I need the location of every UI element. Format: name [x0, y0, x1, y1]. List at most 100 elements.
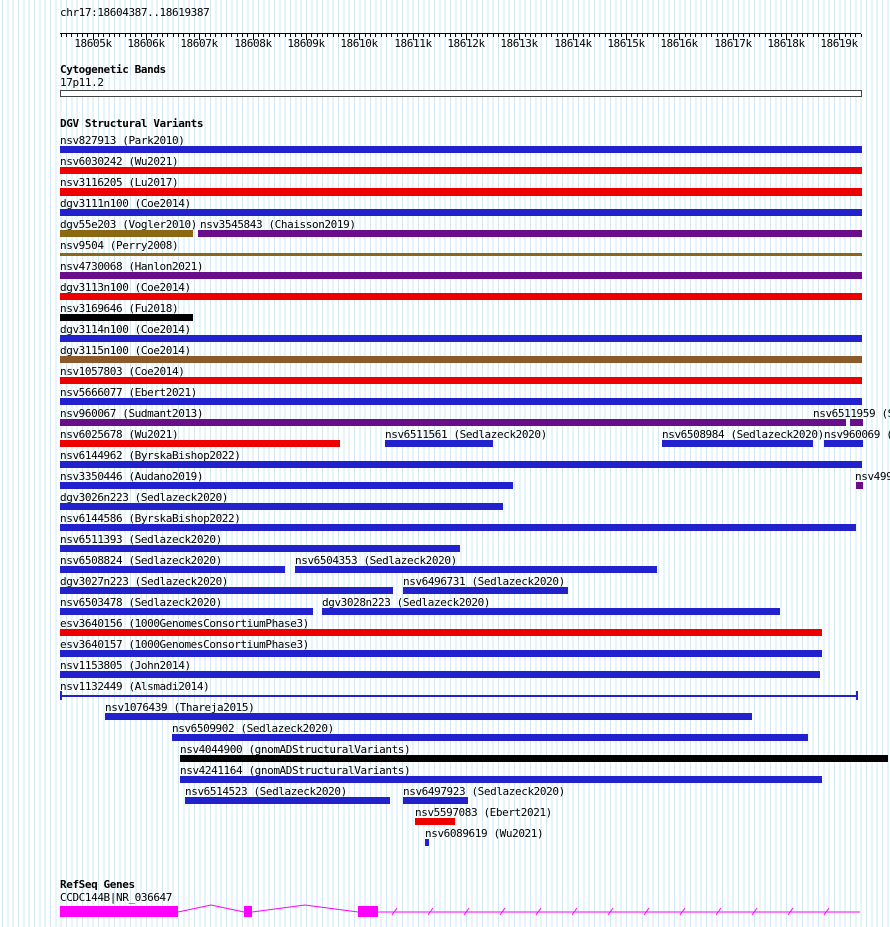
variant-label[interactable]: nsv5597083 (Ebert2021) — [415, 806, 552, 819]
variant-label[interactable]: dgv3113n100 (Coe2014) — [60, 281, 191, 294]
variant-bar[interactable] — [172, 734, 808, 741]
strand-mark[interactable] — [823, 907, 830, 916]
variant-bar[interactable] — [60, 503, 503, 510]
variant-label[interactable]: nsv6144586 (ByrskaBishop2022) — [60, 512, 241, 525]
variant-label[interactable]: nsv1076439 (Thareja2015) — [105, 701, 255, 714]
variant-bar[interactable] — [180, 776, 822, 783]
variant-bar[interactable] — [105, 713, 752, 720]
strand-mark[interactable] — [751, 907, 758, 916]
strand-mark[interactable] — [607, 907, 614, 916]
variant-label[interactable]: nsv6511393 (Sedlazeck2020) — [60, 533, 222, 546]
variant-bar[interactable] — [403, 797, 468, 804]
variant-bar[interactable] — [60, 272, 862, 279]
variant-bar[interactable] — [60, 398, 862, 405]
variant-label[interactable]: nsv6504353 (Sedlazeck2020) — [295, 554, 457, 567]
variant-bar[interactable] — [198, 230, 862, 237]
variant-bar[interactable] — [60, 419, 846, 426]
variant-label[interactable]: nsv960069 ( — [824, 428, 890, 441]
variant-label[interactable]: dgv55e203 (Vogler2010) — [60, 218, 197, 231]
variant-bar[interactable] — [60, 566, 285, 573]
variant-label[interactable]: nsv9504 (Perry2008) — [60, 239, 179, 252]
variant-label[interactable]: nsv6508984 (Sedlazeck2020) — [662, 428, 824, 441]
variant-bar[interactable] — [60, 650, 822, 657]
variant-label[interactable]: nsv499 — [855, 470, 890, 483]
variant-label[interactable]: dgv3028n223 (Sedlazeck2020) — [322, 596, 491, 609]
variant-label[interactable]: dgv3114n100 (Coe2014) — [60, 323, 191, 336]
variant-bar[interactable] — [60, 167, 862, 174]
variant-label[interactable]: esv3640157 (1000GenomesConsortiumPhase3) — [60, 638, 309, 651]
variant-bar[interactable] — [60, 482, 513, 489]
variant-label[interactable]: nsv960067 (Sudmant2013) — [60, 407, 204, 420]
variant-label[interactable]: nsv4044900 (gnomADStructuralVariants) — [180, 743, 411, 756]
variant-label[interactable]: nsv1057803 (Coe2014) — [60, 365, 185, 378]
gene-structure[interactable] — [0, 902, 890, 924]
variant-label[interactable]: dgv3026n223 (Sedlazeck2020) — [60, 491, 229, 504]
variant-label[interactable]: nsv4730068 (Hanlon2021) — [60, 260, 204, 273]
strand-mark[interactable] — [715, 907, 722, 916]
variant-bar[interactable] — [415, 818, 455, 825]
variant-bar[interactable] — [385, 440, 493, 447]
variant-bar[interactable] — [856, 482, 863, 489]
variant-bar[interactable] — [60, 461, 862, 468]
variant-bar[interactable] — [425, 839, 429, 846]
variant-bar[interactable] — [60, 671, 820, 678]
variant-label[interactable]: nsv3169646 (Fu2018) — [60, 302, 179, 315]
variant-label[interactable]: nsv6089619 (Wu2021) — [425, 827, 544, 840]
variant-bar[interactable] — [60, 440, 340, 447]
strand-mark[interactable] — [499, 907, 506, 916]
strand-mark[interactable] — [643, 907, 650, 916]
variant-label[interactable]: nsv6508824 (Sedlazeck2020) — [60, 554, 222, 567]
variant-bar[interactable] — [403, 587, 568, 594]
variant-bar[interactable] — [60, 146, 862, 153]
strand-mark[interactable] — [463, 907, 470, 916]
variant-bar[interactable] — [60, 188, 862, 196]
cytoband-glyph[interactable] — [60, 90, 862, 97]
strand-mark[interactable] — [535, 907, 542, 916]
variant-label[interactable]: nsv4241164 (gnomADStructuralVariants) — [180, 764, 411, 777]
variant-bar[interactable] — [322, 608, 780, 615]
variant-label[interactable]: nsv6509902 (Sedlazeck2020) — [172, 722, 334, 735]
variant-bar[interactable] — [60, 253, 862, 256]
strand-mark[interactable] — [571, 907, 578, 916]
variant-bar[interactable] — [60, 356, 862, 363]
variant-bar[interactable] — [60, 335, 862, 342]
variant-bar[interactable] — [60, 209, 862, 216]
intron-line[interactable] — [251, 904, 359, 913]
variant-label[interactable]: nsv6030242 (Wu2021) — [60, 155, 179, 168]
variant-bar[interactable] — [295, 566, 657, 573]
variant-label[interactable]: nsv6503478 (Sedlazeck2020) — [60, 596, 222, 609]
exon-box[interactable] — [60, 906, 178, 917]
strand-mark[interactable] — [679, 907, 686, 916]
variant-bar[interactable] — [185, 797, 390, 804]
variant-label[interactable]: nsv6496731 (Sedlazeck2020) — [403, 575, 565, 588]
variant-label[interactable]: nsv6511561 (Sedlazeck2020) — [385, 428, 547, 441]
variant-label[interactable]: nsv827913 (Park2010) — [60, 134, 185, 147]
variant-label[interactable]: nsv3116205 (Lu2017) — [60, 176, 179, 189]
variant-bar[interactable] — [60, 545, 460, 552]
strand-mark[interactable] — [391, 907, 398, 916]
exon-box[interactable] — [244, 906, 252, 917]
variant-label[interactable]: nsv3350446 (Audano2019) — [60, 470, 204, 483]
variant-bar[interactable] — [662, 440, 813, 447]
strand-mark[interactable] — [787, 907, 794, 916]
variant-label[interactable]: dgv3115n100 (Coe2014) — [60, 344, 191, 357]
variant-label[interactable]: dgv3111n100 (Coe2014) — [60, 197, 191, 210]
variant-bar[interactable] — [60, 230, 193, 237]
intron-line[interactable] — [177, 904, 245, 913]
variant-bar[interactable] — [60, 695, 858, 697]
variant-bar[interactable] — [180, 755, 888, 762]
variant-label[interactable]: nsv3545843 (Chaisson2019) — [200, 218, 356, 231]
variant-label[interactable]: esv3640156 (1000GenomesConsortiumPhase3) — [60, 617, 309, 630]
variant-bar[interactable] — [60, 314, 193, 321]
exon-box[interactable] — [358, 906, 378, 917]
variant-bar[interactable] — [850, 419, 863, 426]
variant-label[interactable]: nsv6514523 (Sedlazeck2020) — [185, 785, 347, 798]
variant-bar[interactable] — [60, 377, 862, 384]
variant-label[interactable]: nsv6511959 (S — [813, 407, 890, 420]
variant-label[interactable]: nsv6025678 (Wu2021) — [60, 428, 179, 441]
variant-bar[interactable] — [824, 440, 863, 447]
strand-mark[interactable] — [427, 907, 434, 916]
variant-bar[interactable] — [60, 587, 393, 594]
variant-label[interactable]: nsv6144962 (ByrskaBishop2022) — [60, 449, 241, 462]
variant-bar[interactable] — [60, 293, 862, 300]
